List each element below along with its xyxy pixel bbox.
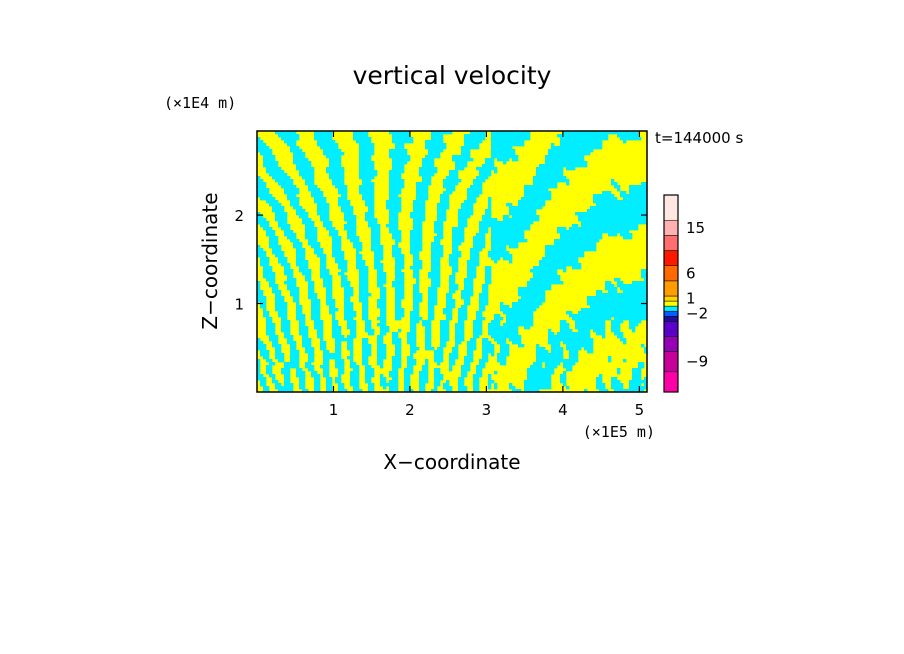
- field-negative-regions: [257, 131, 647, 392]
- colorbar-band: [663, 265, 679, 282]
- colorbar-tick-label: 1: [686, 290, 696, 308]
- colorbar-band: [663, 351, 679, 373]
- y-axis-label: Z−coordinate: [198, 192, 222, 329]
- x-tick-label: 3: [482, 401, 492, 419]
- velocity-field: [257, 131, 647, 392]
- x-tick-label: 5: [635, 401, 645, 419]
- colorbar-band: [663, 280, 679, 297]
- y-tick-label: 1: [234, 296, 244, 314]
- x-tick-label: 4: [558, 401, 568, 419]
- colorbar-tick-label: −9: [686, 353, 708, 371]
- colorbar-band: [663, 300, 679, 307]
- colorbar-band: [663, 310, 679, 317]
- colorbar-band: [663, 305, 679, 312]
- x-axis-unit: (×1E5 m): [583, 423, 655, 441]
- colorbar-band: [663, 194, 679, 221]
- x-axis-ticks: 1 2 3 4 5: [329, 131, 644, 419]
- colorbar-tick-label: −2: [686, 305, 708, 323]
- y-axis-ticks: 12: [234, 207, 647, 314]
- colorbar-band: [663, 336, 679, 352]
- y-axis-unit: (×1E4 m): [164, 94, 236, 112]
- colorbar: 15 6 1−2 −9: [663, 194, 708, 393]
- colorbar-frame: [663, 194, 679, 393]
- plot-frame: [256, 130, 648, 393]
- colorbar-band: [663, 371, 679, 393]
- colorbar-band: [663, 235, 679, 251]
- x-axis-label: X−coordinate: [383, 450, 520, 474]
- colorbar-band: [663, 295, 679, 302]
- x-tick-label: 1: [329, 401, 339, 419]
- colorbar-band: [663, 250, 679, 266]
- colorbar-tick-label: 6: [686, 264, 696, 282]
- x-tick-label: 2: [405, 401, 415, 419]
- chart-title: vertical velocity: [353, 61, 552, 90]
- colorbar-band: [663, 315, 679, 322]
- y-tick-label: 2: [234, 207, 244, 225]
- colorbar-tick-label: 15: [686, 219, 705, 237]
- colorbar-band: [663, 220, 679, 236]
- colorbar-band: [663, 321, 679, 337]
- time-label: t=144000 s: [655, 129, 743, 147]
